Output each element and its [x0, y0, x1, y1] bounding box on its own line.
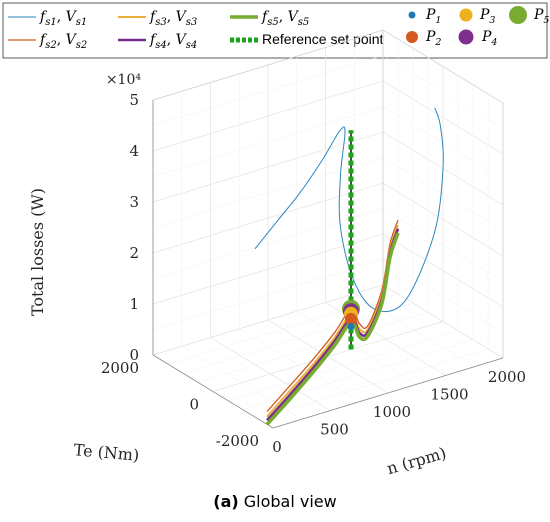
y-axis-line — [152, 354, 274, 429]
box-edge — [382, 29, 504, 104]
grid — [152, 29, 504, 429]
box-edge — [152, 29, 384, 101]
y-tick-label: 2000 — [101, 359, 139, 377]
legend-marker-p1 — [408, 11, 416, 19]
figure-caption: (a) Global view — [0, 492, 550, 511]
z-exponent-label: ×10⁴ — [106, 72, 142, 88]
legend-marker-p4 — [458, 29, 474, 45]
y-tick-label: -2000 — [216, 432, 259, 450]
x-tick-label: 2000 — [488, 368, 526, 386]
x-tick-label: 1000 — [373, 403, 411, 421]
z-tick-label: 4 — [129, 142, 139, 160]
z-tick-label: 1 — [129, 295, 139, 313]
gridline — [197, 312, 429, 383]
z-tick-label: 2 — [129, 244, 139, 262]
series-layer — [254, 107, 444, 426]
legend-marker-p5 — [509, 6, 527, 24]
series-line-5 — [265, 232, 400, 426]
x-tick-label: 500 — [320, 421, 349, 439]
gridline — [227, 330, 459, 401]
y-tick-label: 0 — [189, 396, 199, 414]
z-axis-label: Total losses (W) — [28, 188, 47, 316]
gridline — [167, 293, 399, 365]
series-line-1 — [254, 107, 444, 313]
legend-marker-p3 — [459, 8, 473, 22]
series-line-3 — [266, 224, 399, 418]
point-p2 — [345, 312, 357, 325]
gridline — [257, 348, 489, 420]
x-tick-label: 0 — [272, 438, 282, 456]
point-p1 — [347, 323, 355, 331]
caption-label: (a) — [213, 492, 239, 511]
axes-box — [152, 29, 504, 429]
caption-text: Global view — [238, 492, 337, 511]
y-axis-label: Te (Nm) — [73, 440, 140, 465]
legend-marker-p2 — [406, 31, 418, 43]
x-tick-label: 1500 — [430, 386, 468, 404]
gridline — [242, 339, 474, 410]
gridline — [152, 284, 384, 356]
legend-label-reference: Reference set point — [262, 31, 384, 47]
z-tick-label: 3 — [129, 193, 139, 211]
series-line-4 — [266, 228, 400, 422]
z-tick-label: 0 — [129, 346, 139, 364]
x-axis-label: n (rpm) — [385, 443, 449, 478]
x-axis-line — [272, 357, 504, 429]
z-tick-label: 5 — [129, 91, 139, 109]
